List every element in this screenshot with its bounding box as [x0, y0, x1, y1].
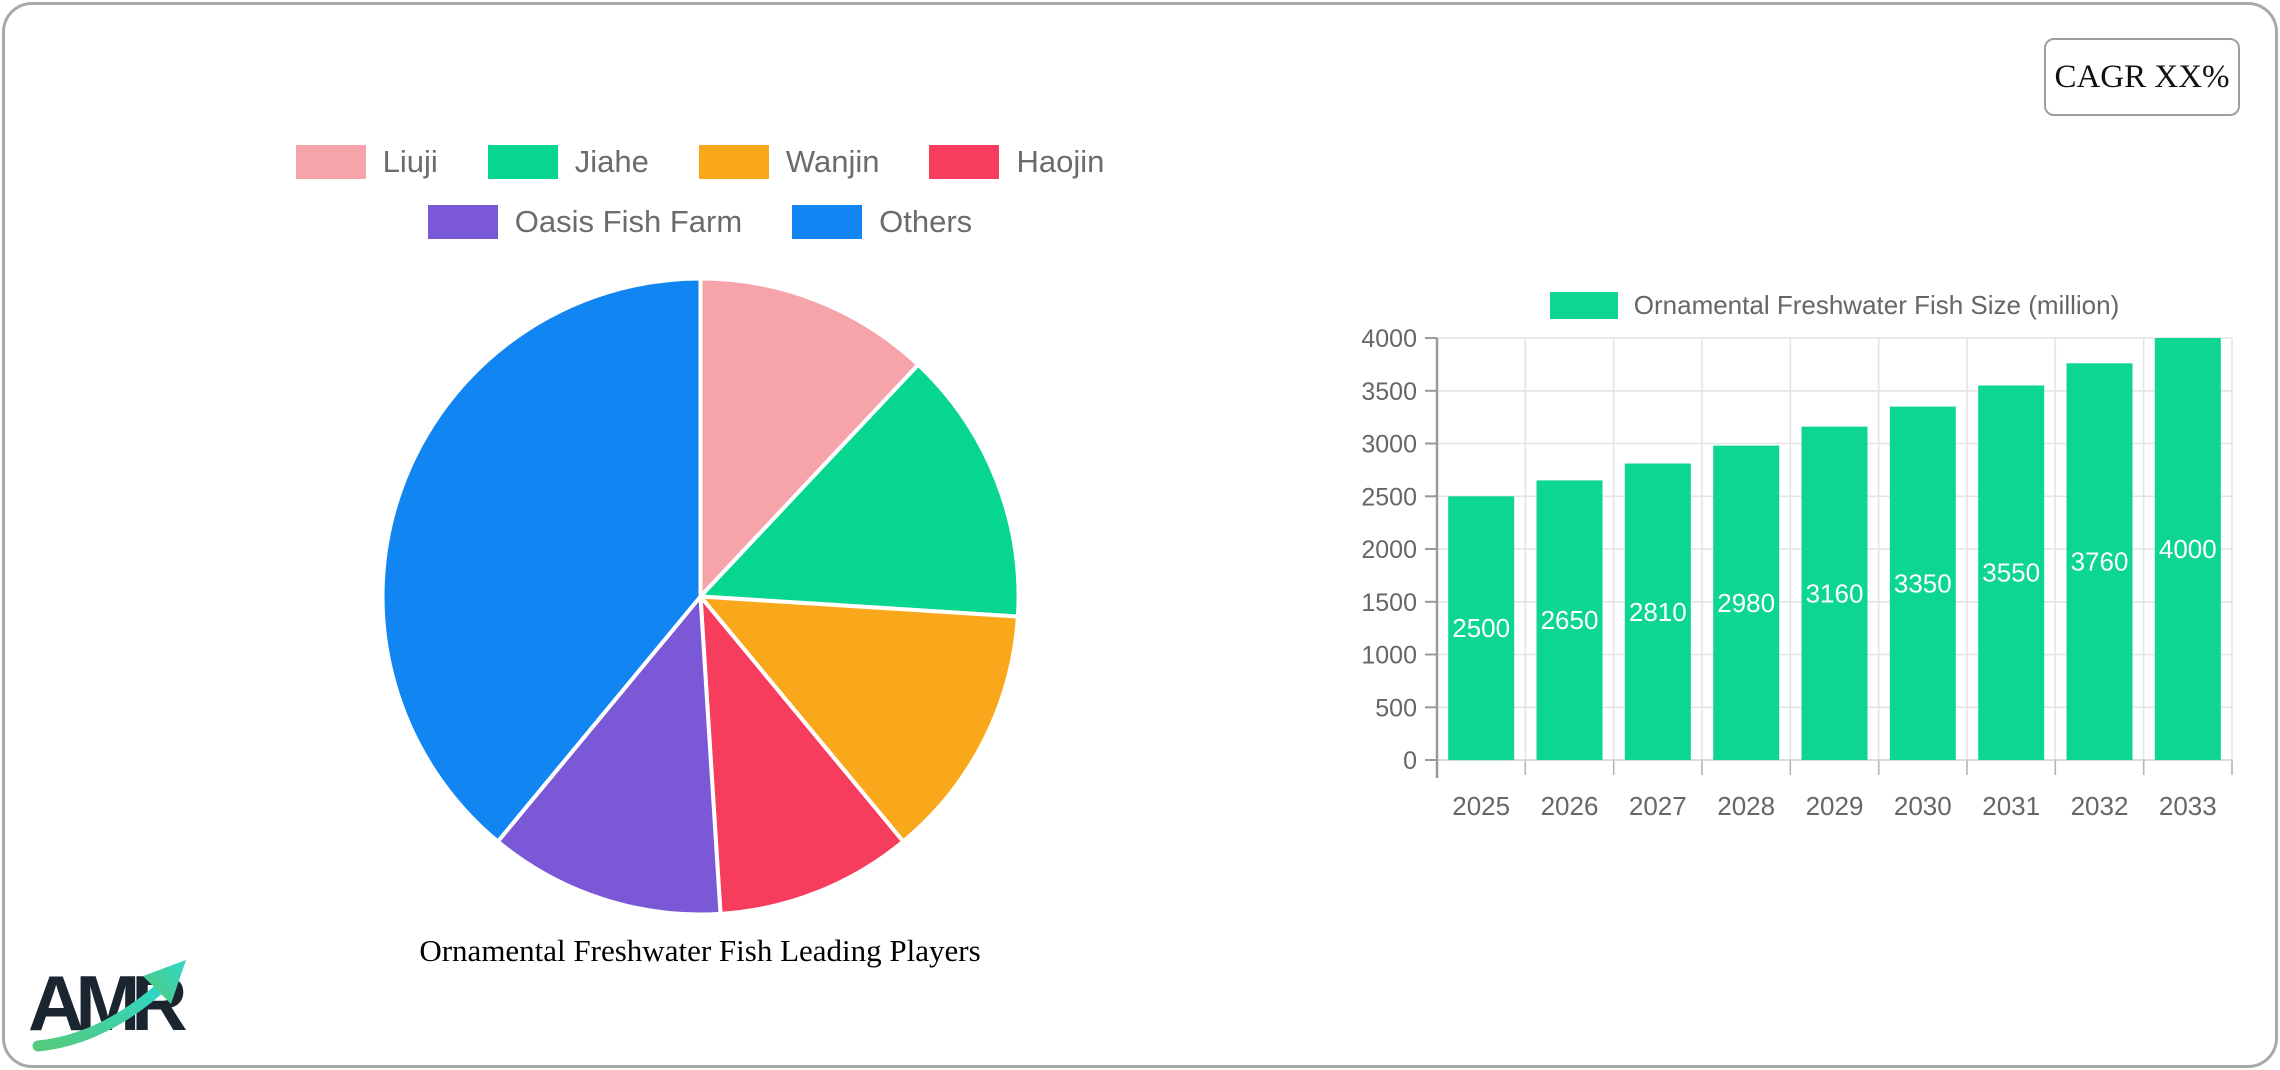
pie-legend-swatch — [929, 145, 1000, 179]
bar-value-label: 2650 — [1541, 605, 1599, 635]
pie-legend-row: Liuji Jiahe Wanjin Haojin — [295, 144, 1104, 180]
pie-legend-item-wanjin: Wanjin — [698, 144, 880, 180]
x-tick-label: 2025 — [1452, 791, 1510, 821]
bar-legend-swatch — [1549, 292, 1618, 319]
y-tick-label: 1000 — [1361, 642, 1417, 670]
bar-value-label: 4000 — [2159, 534, 2217, 564]
y-tick-label: 3500 — [1361, 378, 1417, 406]
pie-slice-jiahe — [698, 362, 1021, 619]
pie-chart — [380, 276, 1021, 917]
bar-value-label: 2810 — [1629, 597, 1687, 627]
pie-legend: Liuji Jiahe Wanjin Haojin Oasis Fish Farm Oth… — [70, 144, 1330, 240]
amr-logo-arrow-swoosh — [32, 984, 164, 1052]
bar-2027 — [1624, 463, 1691, 760]
bar-value-label: 2500 — [1452, 613, 1510, 643]
bar-2029 — [1801, 426, 1868, 760]
x-tick-label: 2030 — [1894, 791, 1952, 821]
bar-value-label: 3760 — [2071, 547, 2129, 577]
pie-legend-item-liuji: Liuji — [295, 144, 438, 180]
y-tick-label: 0 — [1403, 747, 1417, 775]
bar-value-label: 2980 — [1717, 588, 1775, 618]
bar-2025 — [1448, 496, 1515, 761]
pie-legend-swatch — [295, 145, 366, 179]
pie-legend-item-others: Others — [792, 204, 972, 240]
x-tick-label: 2028 — [1717, 791, 1775, 821]
pie-title: Ornamental Freshwater Fish Leading Playe… — [419, 933, 981, 968]
pie-legend-item-jiahe: Jiahe — [487, 144, 649, 180]
pie-legend-swatch — [792, 205, 863, 239]
amr-logo-arrow-head — [143, 960, 186, 1004]
pie-legend-label: Others — [879, 204, 973, 239]
amr-logo: AMR — [28, 959, 195, 1052]
x-tick-label: 2031 — [1982, 791, 2040, 821]
bar-2031 — [1978, 385, 2045, 760]
x-tick-label: 2029 — [1806, 791, 1864, 821]
pie-legend-label: Haojin — [1016, 144, 1105, 179]
y-tick-label: 500 — [1375, 694, 1417, 722]
pie-slice-others — [380, 276, 703, 844]
cagr-badge: CAGR XX% — [2044, 38, 2240, 116]
pie-legend-label: Wanjin — [785, 144, 880, 179]
x-tick-label: 2033 — [2159, 791, 2217, 821]
bar-chart-panel: Ornamental Freshwater Fish Size (million… — [1330, 282, 2275, 862]
bar-chart: 0 500 1000 1500 2000 2500 3000 3500 4000 2500 2025… — [1361, 325, 2233, 821]
bar-value-label: 3550 — [1982, 558, 2040, 588]
x-tick-label: 2026 — [1541, 791, 1599, 821]
pie-legend-item-haojin: Haojin — [929, 144, 1104, 180]
pie-legend-swatch — [427, 205, 498, 239]
y-tick-label: 2500 — [1361, 483, 1417, 511]
y-tick-label: 4000 — [1361, 325, 1417, 353]
pie-slice-oasis-fish-farm — [495, 594, 723, 917]
bar-2030 — [1889, 406, 1956, 760]
bar-2033 — [2154, 338, 2221, 760]
y-tick-label: 3000 — [1361, 431, 1417, 459]
pie-legend-label: Oasis Fish Farm — [514, 204, 743, 239]
pie-legend-swatch — [698, 145, 769, 179]
bar-value-label: 3350 — [1894, 568, 1952, 598]
x-tick-label: 2032 — [2071, 791, 2129, 821]
bar-legend-label: Ornamental Freshwater Fish Size (million… — [1633, 290, 2120, 320]
bar-2026 — [1536, 480, 1603, 760]
pie-legend-label: Jiahe — [574, 144, 649, 179]
bar-value-label: 3160 — [1806, 578, 1864, 608]
x-tick-label: 2027 — [1629, 791, 1687, 821]
cagr-label: CAGR XX% — [2054, 58, 2230, 95]
pie-slice-haojin — [698, 594, 906, 916]
pie-legend-label: Liuji — [382, 144, 438, 179]
y-tick-label: 2000 — [1361, 536, 1417, 564]
pie-legend-item-oasis-fish-farm: Oasis Fish Farm — [427, 204, 743, 240]
bar-2032 — [2066, 363, 2133, 760]
bar-2028 — [1713, 445, 1780, 760]
pie-slice-wanjin — [698, 594, 1020, 844]
pie-chart-panel: Liuji Jiahe Wanjin Haojin Oasis Fish Farm Oth… — [70, 0, 1330, 1070]
pie-legend-row: Oasis Fish Farm Others — [427, 204, 972, 240]
pie-legend-swatch — [487, 145, 558, 179]
bar-legend: Ornamental Freshwater Fish Size (million… — [1437, 290, 2232, 321]
pie-slice-liuji — [698, 276, 921, 599]
y-tick-label: 1500 — [1361, 589, 1417, 617]
